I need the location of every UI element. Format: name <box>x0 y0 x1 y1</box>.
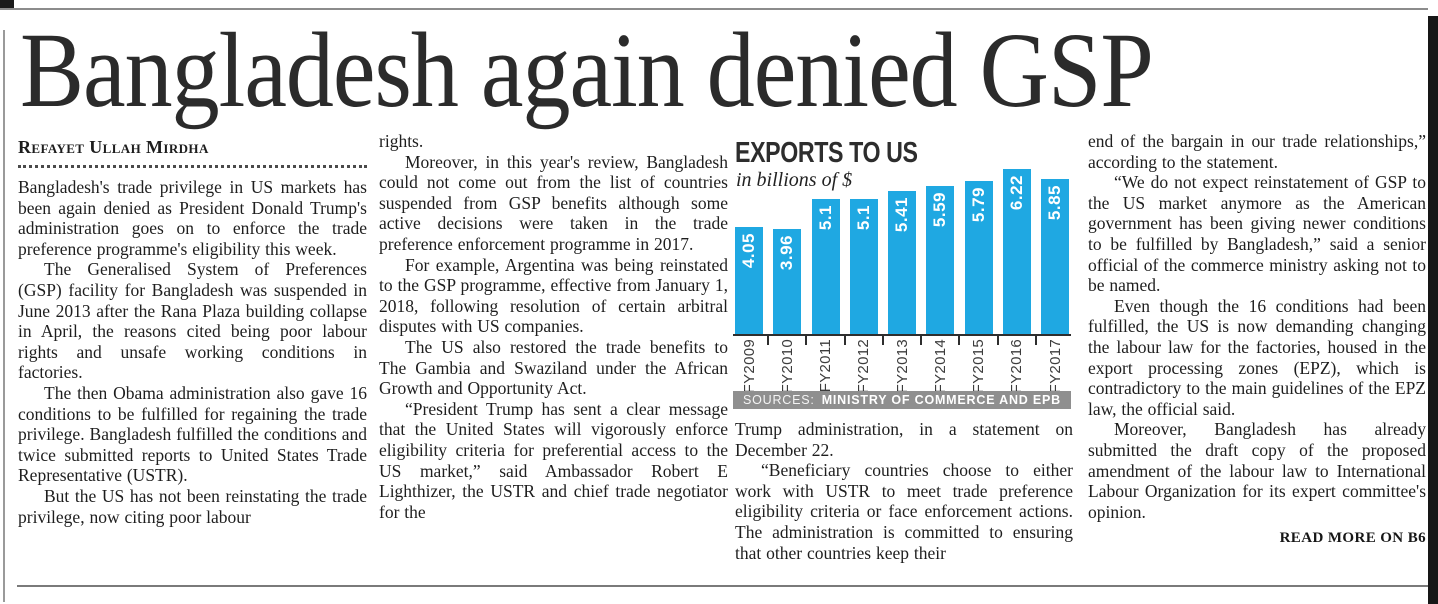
corner-mark <box>0 0 14 9</box>
bar-value-label: 5.1 <box>815 205 835 231</box>
bar-FY2011: 5.1 <box>811 199 840 334</box>
axis-tick <box>920 334 922 345</box>
article-paragraph: Trump administration, in a statement on … <box>735 419 1073 460</box>
article-paragraph: Even though the 16 conditions had been f… <box>1088 295 1426 419</box>
article-column-1: Bangladesh's trade privilege in US marke… <box>18 177 367 527</box>
article-column-3: Trump administration, in a statement on … <box>735 419 1073 563</box>
article-paragraph: end of the bargain in our trade relation… <box>1088 131 1426 172</box>
article-column-4: end of the bargain in our trade relation… <box>1088 131 1426 547</box>
axis-tick <box>882 334 884 345</box>
x-axis-label: FY2009 <box>740 339 758 394</box>
bar-FY2017: 5.85 <box>1041 179 1069 334</box>
x-axis-label: FY2014 <box>931 339 949 394</box>
x-axis-label: FY2011 <box>817 339 834 393</box>
chart-title: EXPORTS TO US <box>735 137 918 169</box>
axis-tick <box>958 334 960 345</box>
bar-value-label: 5.85 <box>1045 185 1064 221</box>
bottom-rule <box>17 585 1428 587</box>
bar-FY2010: 3.96 <box>773 229 802 334</box>
chart-source-prefix: SOURCES: <box>742 393 815 407</box>
article-paragraph: Moreover, in this year's review, Banglad… <box>379 151 728 254</box>
chart-source-bar: SOURCES: MINISTRY OF COMMERCE AND EPB <box>733 391 1071 409</box>
top-rule <box>0 8 1428 10</box>
axis-tick <box>805 334 807 345</box>
bar-value-label: 5.59 <box>930 192 950 228</box>
chart-subtitle: in billions of $ <box>736 169 853 191</box>
chart-bars: 4.05 3.96 5.1 5.1 5.41 5.59 5.79 6.22 5.85 <box>733 141 1071 334</box>
axis-tick <box>767 334 769 345</box>
article-paragraph: But the US has not been reinstating the … <box>18 485 367 527</box>
read-more-link[interactable]: READ MORE ON B6 <box>1279 530 1426 547</box>
article-paragraph: Moreover, Bangladesh has already submitt… <box>1088 419 1426 522</box>
x-axis-label: FY2015 <box>970 339 987 394</box>
article-paragraph: rights. <box>379 131 424 151</box>
x-axis-label: FY2016 <box>1008 339 1026 394</box>
bar-value-label: 6.22 <box>1006 175 1026 211</box>
article-column-2: rights. Moreover, in this year's review, … <box>379 131 728 522</box>
axis-tick <box>844 334 846 345</box>
article-paragraph: The Generalised System of Preferences (G… <box>18 259 367 383</box>
x-axis-label: FY2013 <box>893 339 911 394</box>
bar-value-label: 4.05 <box>739 233 758 269</box>
x-axis-label: FY2010 <box>778 339 796 394</box>
chart-x-axis <box>733 334 1071 336</box>
article-paragraph: “President Trump has sent a clear messag… <box>379 398 728 522</box>
right-fold-band <box>1428 16 1438 604</box>
bar-value-label: 5.79 <box>968 187 988 223</box>
bar-value-label: 5.41 <box>892 197 911 233</box>
bar-FY2014: 5.59 <box>926 186 955 334</box>
article-paragraph: The US also restored the trade benefits … <box>379 336 728 399</box>
article-paragraph: “We do not expect reinstatement of GSP t… <box>1088 172 1426 296</box>
bar-value-label: 5.1 <box>853 205 873 231</box>
article-paragraph: The then Obama administration also gave … <box>18 382 367 486</box>
x-axis-label: FY2017 <box>1046 339 1064 394</box>
bar-FY2009: 4.05 <box>735 227 763 334</box>
byline-dotted-rule <box>18 160 367 168</box>
bar-FY2015: 5.79 <box>964 181 993 334</box>
left-column-rule <box>3 30 5 602</box>
bar-value-label: 3.96 <box>777 235 797 271</box>
article-paragraph: For example, Argentina was being reinsta… <box>379 254 728 337</box>
axis-tick <box>1035 334 1037 345</box>
article-paragraph: “Beneficiary countries choose to either … <box>735 460 1073 563</box>
bar-FY2012: 5.1 <box>849 199 878 334</box>
bar-FY2013: 5.41 <box>888 191 916 334</box>
bar-FY2016: 6.22 <box>1002 169 1031 334</box>
axis-tick <box>997 334 999 345</box>
chart-source-text: MINISTRY OF COMMERCE AND EPB <box>821 393 1061 407</box>
article-paragraph: Bangladesh's trade privilege in US marke… <box>18 177 367 259</box>
exports-bar-chart: 4.05 3.96 5.1 5.1 5.41 5.59 5.79 6.22 5.85 FY200… <box>733 137 1071 413</box>
x-axis-label: FY2012 <box>855 339 873 394</box>
article-byline: Refayet Ullah Mirdha <box>18 137 209 157</box>
article-headline: Bangladesh again denied GSP <box>20 9 1154 130</box>
